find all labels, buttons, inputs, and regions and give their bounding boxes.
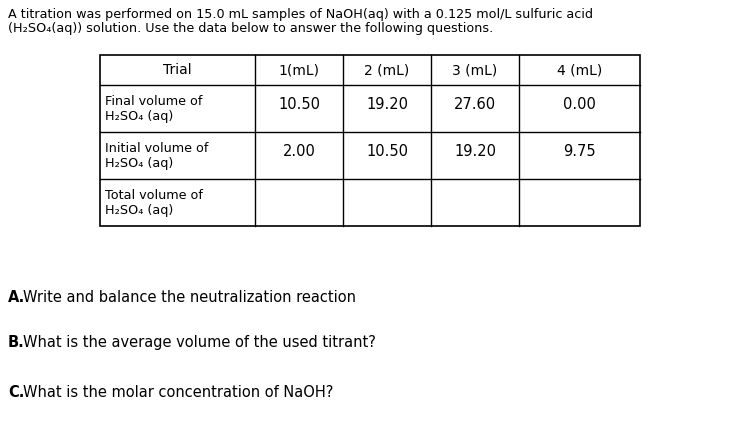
Text: H₂SO₄ (aq): H₂SO₄ (aq) (105, 157, 173, 170)
Text: (H₂SO₄(aq)) solution. Use the data below to answer the following questions.: (H₂SO₄(aq)) solution. Use the data below… (8, 22, 493, 35)
Text: Final volume of: Final volume of (105, 95, 202, 108)
Text: 4 (mL): 4 (mL) (557, 63, 602, 77)
Text: 3 (mL): 3 (mL) (452, 63, 497, 77)
Text: H₂SO₄ (aq): H₂SO₄ (aq) (105, 110, 173, 123)
Text: Trial: Trial (163, 63, 192, 77)
Text: 0.00: 0.00 (563, 97, 596, 112)
Text: 9.75: 9.75 (563, 144, 596, 159)
Text: 1(mL): 1(mL) (278, 63, 320, 77)
Text: 19.20: 19.20 (454, 144, 496, 159)
Text: 2 (mL): 2 (mL) (365, 63, 410, 77)
Text: A titration was performed on 15.0 mL samples of NaOH(aq) with a 0.125 mol/L sulf: A titration was performed on 15.0 mL sam… (8, 8, 593, 21)
Text: Initial volume of: Initial volume of (105, 142, 208, 155)
Text: C.: C. (8, 385, 24, 400)
Text: A.: A. (8, 290, 25, 305)
Text: What is the average volume of the used titrant?: What is the average volume of the used t… (23, 335, 376, 350)
Text: B.: B. (8, 335, 25, 350)
Text: H₂SO₄ (aq): H₂SO₄ (aq) (105, 204, 173, 217)
Text: Total volume of: Total volume of (105, 189, 203, 202)
Text: 19.20: 19.20 (366, 97, 408, 112)
Text: Write and balance the neutralization reaction: Write and balance the neutralization rea… (23, 290, 356, 305)
Text: 2.00: 2.00 (283, 144, 315, 159)
Text: 10.50: 10.50 (366, 144, 408, 159)
Text: 27.60: 27.60 (454, 97, 496, 112)
Bar (100, 55, 640, 226)
Text: What is the molar concentration of NaOH?: What is the molar concentration of NaOH? (23, 385, 334, 400)
Text: 10.50: 10.50 (278, 97, 320, 112)
